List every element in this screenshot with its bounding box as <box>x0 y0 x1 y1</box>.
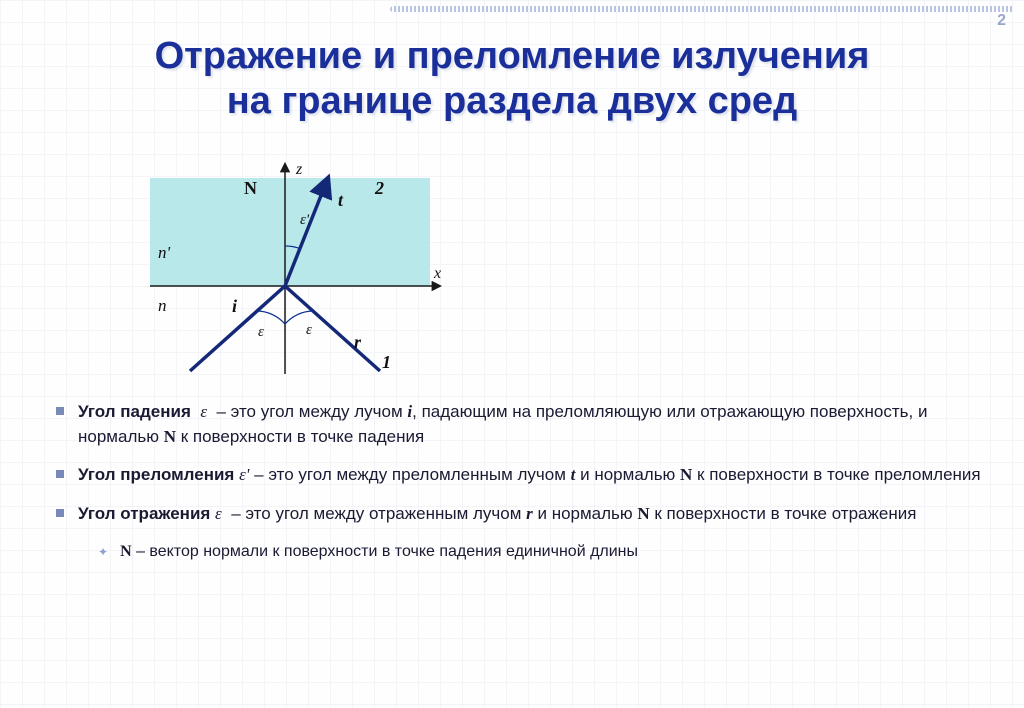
bullet-icon <box>56 509 64 517</box>
sub-bullet-icon: ✦ <box>98 544 108 563</box>
svg-text:n': n' <box>158 243 171 262</box>
sub-bullet-text: N – вектор нормали к поверхности в точке… <box>120 541 638 563</box>
bullet-text: Угол преломления ε' – это угол между пре… <box>78 463 994 488</box>
top-decoration <box>390 6 1014 12</box>
body-text: Угол падения ε – это угол между лучом i,… <box>56 400 994 573</box>
refraction-diagram: zxN21trin'nεεε' <box>130 156 460 381</box>
svg-text:n: n <box>158 296 167 315</box>
bullet-icon <box>56 470 64 478</box>
svg-text:1: 1 <box>382 352 391 372</box>
sub-bullet-normal: ✦ N – вектор нормали к поверхности в точ… <box>98 541 994 563</box>
svg-text:ε: ε <box>306 322 312 338</box>
bullet-icon <box>56 407 64 415</box>
title-line-1: Отражение и преломление излучения <box>155 35 870 77</box>
page-number: 2 <box>997 12 1006 30</box>
svg-text:x: x <box>433 265 441 282</box>
svg-text:ε: ε <box>258 324 264 340</box>
svg-text:i: i <box>232 296 237 316</box>
bullet-reflection: Угол отражения ε – это угол между отраже… <box>56 502 994 527</box>
bullet-text: Угол отражения ε – это угол между отраже… <box>78 502 994 527</box>
title-line-2: на границе раздела двух сред <box>227 80 797 122</box>
svg-text:N: N <box>244 178 257 198</box>
svg-text:r: r <box>354 332 362 352</box>
svg-text:2: 2 <box>374 178 384 198</box>
svg-text:ε': ε' <box>300 212 310 228</box>
bullet-refraction: Угол преломления ε' – это угол между пре… <box>56 463 994 488</box>
bullet-incidence: Угол падения ε – это угол между лучом i,… <box>56 400 994 449</box>
svg-text:z: z <box>295 161 303 178</box>
slide-title: Отражение и преломление излучения на гра… <box>0 34 1024 124</box>
bullet-text: Угол падения ε – это угол между лучом i,… <box>78 400 994 449</box>
